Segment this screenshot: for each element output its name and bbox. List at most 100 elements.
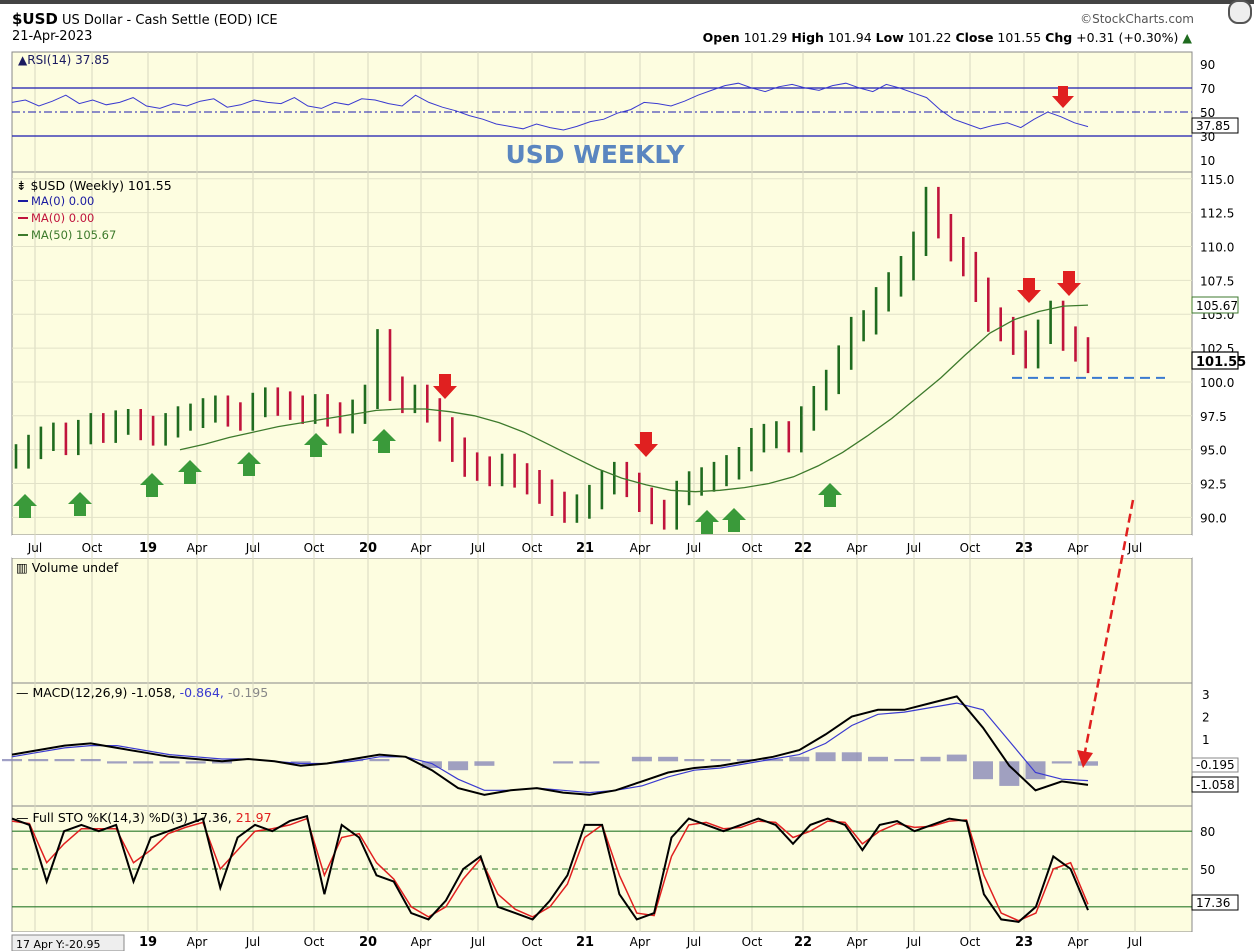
sto-tick-label: 80 <box>1200 825 1215 839</box>
macd-hist-bar <box>448 761 469 771</box>
x-axis-label: Jul <box>686 541 701 555</box>
macd-hist-bar <box>185 761 206 764</box>
bottom-x-axis-label: 20 <box>359 935 377 950</box>
macd-hist-bar <box>1051 761 1072 764</box>
x-axis-label: Oct <box>960 541 981 555</box>
up-arrow <box>304 433 328 457</box>
sto-value-box <box>1191 894 1239 911</box>
bottom-x-axis-label: Apr <box>630 935 651 949</box>
macd-hist-bar <box>658 756 679 762</box>
bottom-x-axis-label: 23 <box>1015 935 1033 950</box>
bottom-x-axis-label: Jul <box>470 935 485 949</box>
bottom-x-axis-label: 21 <box>576 935 594 950</box>
sto-title: — Full STO %K(14,3) %D(3) 17.36, 21.97 <box>16 810 272 825</box>
x-axis-label: Jul <box>245 541 260 555</box>
rsi-tick-label: 70 <box>1200 82 1215 96</box>
up-arrow <box>140 473 164 497</box>
x-axis-label: Jul <box>470 541 485 555</box>
bottom-x-axis-label: Jul <box>1127 935 1142 949</box>
price-legend-item: MA(0) 0.00 <box>31 194 94 208</box>
x-axis-label: Oct <box>742 541 763 555</box>
price-value-box <box>1191 351 1239 370</box>
macd-title: — MACD(12,26,9) -1.058, -0.864, -0.195 <box>16 685 268 700</box>
volume-title: ▥ Volume undef <box>16 560 119 575</box>
bottom-x-axis-label: 22 <box>794 935 812 950</box>
macd-hist-bar <box>763 759 784 762</box>
bottom-x-axis-label: Oct <box>742 935 763 949</box>
bottom-x-axis-label: Apr <box>187 935 208 949</box>
price-value-label: 101.55 <box>1196 355 1246 370</box>
macd-hist-bar <box>736 759 757 762</box>
x-axis-label: 22 <box>794 541 812 556</box>
macd-value-label: -1.058 <box>1196 778 1235 792</box>
x-axis-label: Apr <box>1068 541 1089 555</box>
brand-label[interactable]: ©StockCharts.com <box>1080 12 1194 26</box>
rsi-tick-label: 10 <box>1200 154 1215 168</box>
macd-panel <box>11 682 1193 807</box>
low-value: 101.22 <box>907 30 952 45</box>
x-axis-label: Jul <box>906 541 921 555</box>
ohlc-readout: Open 101.29 High 101.94 Low 101.22 Close… <box>703 30 1192 45</box>
settings-icon[interactable] <box>1228 0 1252 24</box>
macd-hist-bar <box>54 759 75 762</box>
sto-k-line <box>11 814 1089 923</box>
x-axis-label: Oct <box>522 541 543 555</box>
rsi-tick-label: 50 <box>1200 106 1215 120</box>
bottom-x-axis-label: Apr <box>847 935 868 949</box>
x-axis-label: Apr <box>411 541 432 555</box>
macd-signal-line <box>11 702 1089 794</box>
instrument-name: US Dollar - Cash Settle (EOD) <box>62 13 253 28</box>
chart-date: 21-Apr-2023 <box>12 29 93 44</box>
bottom-x-axis-label: Apr <box>1068 935 1089 949</box>
macd-line <box>11 695 1089 796</box>
price-tick-label: 107.5 <box>1200 274 1234 288</box>
price-tick-label: 112.5 <box>1200 207 1234 221</box>
chg-up-icon: ▲ <box>1182 30 1192 45</box>
macd-hist-bar <box>343 759 364 762</box>
macd-hist-bar <box>841 752 862 762</box>
macd-hist-bar <box>920 756 941 762</box>
crosshair-box <box>11 934 125 951</box>
chg-label: Chg <box>1045 30 1073 45</box>
x-axis-label: Apr <box>847 541 868 555</box>
macd-hist-bar <box>80 759 101 762</box>
bottom-x-axis-label: Jul <box>906 935 921 949</box>
x-axis-label: Apr <box>630 541 651 555</box>
macd-hist-value: -0.195 <box>1196 758 1235 772</box>
up-arrow <box>818 483 842 507</box>
macd-value-box <box>1191 776 1239 793</box>
down-arrow <box>1017 278 1041 303</box>
macd-hist-bar <box>946 754 967 762</box>
macd-hist-bar <box>212 761 232 764</box>
rsi-title: ▲RSI(14) 37.85 <box>18 53 110 67</box>
up-arrow <box>13 494 37 518</box>
price-tick-label: 115.0 <box>1200 173 1234 187</box>
macd-hist-bar <box>2 759 22 762</box>
down-arrow <box>1057 271 1081 296</box>
open-label: Open <box>702 30 740 45</box>
price-tick-label: 90.0 <box>1200 511 1227 525</box>
bottom-x-axis-label: Jul <box>245 935 260 949</box>
up-arrow <box>68 492 92 516</box>
macd-tick-label: 3 <box>1202 688 1210 702</box>
exchange: ICE <box>256 13 278 28</box>
open-value: 101.29 <box>743 30 788 45</box>
down-arrow <box>634 432 658 457</box>
macd-tick-label: 1 <box>1202 733 1210 747</box>
price-tick-label: 100.0 <box>1200 376 1234 390</box>
macd-hist-bar <box>999 761 1020 786</box>
bottom-x-axis-label: 19 <box>139 935 157 950</box>
volume-panel <box>11 557 1193 684</box>
price-tick-label: 95.0 <box>1200 444 1227 458</box>
up-arrow <box>695 510 719 534</box>
macd-hist-bar <box>815 752 836 762</box>
x-axis-label: 21 <box>576 541 594 556</box>
macd-hist-bar <box>1078 761 1098 766</box>
sto-tick-label: 50 <box>1200 863 1215 877</box>
macd-hist-bar <box>710 759 731 762</box>
close-label: Close <box>955 30 994 45</box>
high-label: High <box>791 30 824 45</box>
ma50-line <box>179 304 1089 493</box>
low-label: Low <box>875 30 904 45</box>
macd-hist-bar <box>133 761 154 764</box>
